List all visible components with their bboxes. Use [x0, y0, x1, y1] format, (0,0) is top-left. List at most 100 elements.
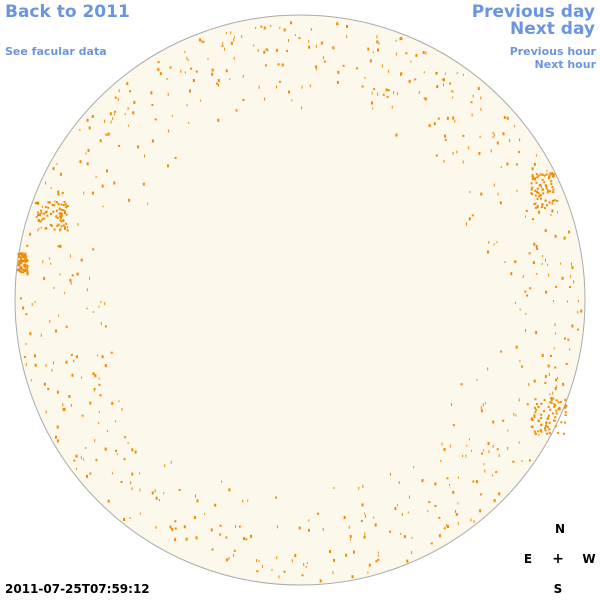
back-to-year-link[interactable]: Back to 2011 [5, 2, 130, 22]
facula-dot [480, 405, 482, 409]
facula-dot [552, 199, 554, 202]
facula-dot [430, 542, 433, 545]
facula-dot [105, 169, 108, 173]
facula-dot [361, 503, 364, 507]
facula-dot [540, 423, 543, 426]
facula-dot [457, 502, 459, 505]
facula-dot [104, 325, 107, 328]
facula-dot [225, 558, 228, 562]
facula-dot [66, 205, 69, 208]
facula-dot [519, 308, 521, 311]
facula-dot [544, 381, 547, 384]
facula-dot [98, 383, 101, 386]
facula-dot [455, 509, 456, 513]
facula-dot [551, 172, 554, 174]
facula-dot [337, 70, 340, 74]
facula-dot [116, 453, 118, 456]
facula-dot [83, 458, 84, 461]
facula-dot [444, 134, 446, 138]
facula-dot [60, 225, 63, 228]
facula-dot [316, 68, 318, 71]
facula-dot [255, 27, 257, 29]
facula-dot [199, 99, 201, 102]
facula-dot [534, 206, 537, 209]
facula-dot [533, 162, 536, 166]
facula-dot [557, 431, 560, 434]
facula-dot [86, 288, 88, 292]
facula-dot [225, 32, 227, 34]
faculae-points [17, 21, 583, 583]
facula-dot [554, 366, 557, 369]
facula-dot [492, 444, 494, 448]
facula-dot [468, 217, 471, 221]
facula-dot [301, 85, 303, 89]
facula-dot [168, 129, 170, 133]
facula-dot [46, 214, 49, 217]
facula-dot [21, 260, 24, 263]
facula-dot [308, 39, 310, 43]
facula-dot [70, 353, 73, 356]
facula-dot [45, 410, 47, 414]
facula-dot [546, 432, 549, 435]
facula-dot [548, 421, 551, 424]
facula-dot [301, 106, 303, 110]
facula-dot [38, 214, 41, 217]
facula-dot [452, 424, 455, 427]
facula-dot [80, 456, 82, 460]
previous-day-link[interactable]: Previous day [471, 2, 595, 22]
facula-dot [362, 484, 364, 488]
facula-dot [40, 212, 43, 215]
facula-dot [151, 139, 154, 143]
facula-dot [128, 198, 131, 202]
facula-dot [451, 403, 452, 406]
facular-data-link[interactable]: See facular data [5, 45, 107, 58]
facula-dot [147, 202, 148, 205]
next-hour-link[interactable]: Next hour [534, 58, 597, 71]
facula-dot [23, 253, 26, 256]
observation-timestamp: 2011-07-25T07:59:12 [5, 582, 150, 596]
previous-hour-link[interactable]: Previous hour [509, 45, 596, 58]
facula-dot [86, 162, 89, 166]
facula-dot [25, 260, 28, 263]
compass-center-icon: + [552, 551, 564, 567]
facula-dot [89, 401, 92, 405]
facula-dot [385, 88, 388, 92]
facula-dot [322, 56, 324, 60]
facula-dot [557, 401, 560, 404]
facula-dot [468, 438, 470, 441]
facula-dot [558, 408, 561, 411]
facula-dot [235, 524, 236, 528]
facula-dot [80, 258, 83, 262]
facula-dot [434, 504, 437, 507]
facula-dot [468, 146, 470, 150]
facula-dot [301, 574, 304, 577]
facula-dot [506, 162, 509, 166]
facula-dot [241, 35, 243, 39]
facula-dot [500, 166, 502, 169]
facula-dot [50, 187, 52, 190]
facula-dot [544, 207, 546, 210]
facula-dot [519, 360, 521, 363]
facula-dot [377, 554, 379, 557]
facula-dot [189, 89, 191, 93]
facula-dot [540, 430, 543, 433]
next-day-link[interactable]: Next day [510, 19, 595, 39]
facula-dot [496, 241, 498, 244]
facula-dot [57, 203, 60, 205]
facula-dot [166, 78, 168, 80]
facula-dot [553, 405, 556, 408]
facula-dot [63, 201, 66, 203]
facula-dot [43, 217, 46, 220]
facula-dot [60, 203, 63, 206]
facula-dot [562, 432, 565, 435]
facula-dot [216, 82, 218, 85]
facula-dot [546, 417, 549, 420]
facula-dot [271, 568, 273, 571]
facula-dot [538, 195, 541, 198]
facula-dot [19, 256, 22, 259]
facula-dot [19, 266, 22, 269]
facula-dot [60, 220, 63, 223]
facula-dot [532, 218, 534, 221]
facula-dot [537, 174, 540, 177]
facula-dot [170, 460, 172, 464]
